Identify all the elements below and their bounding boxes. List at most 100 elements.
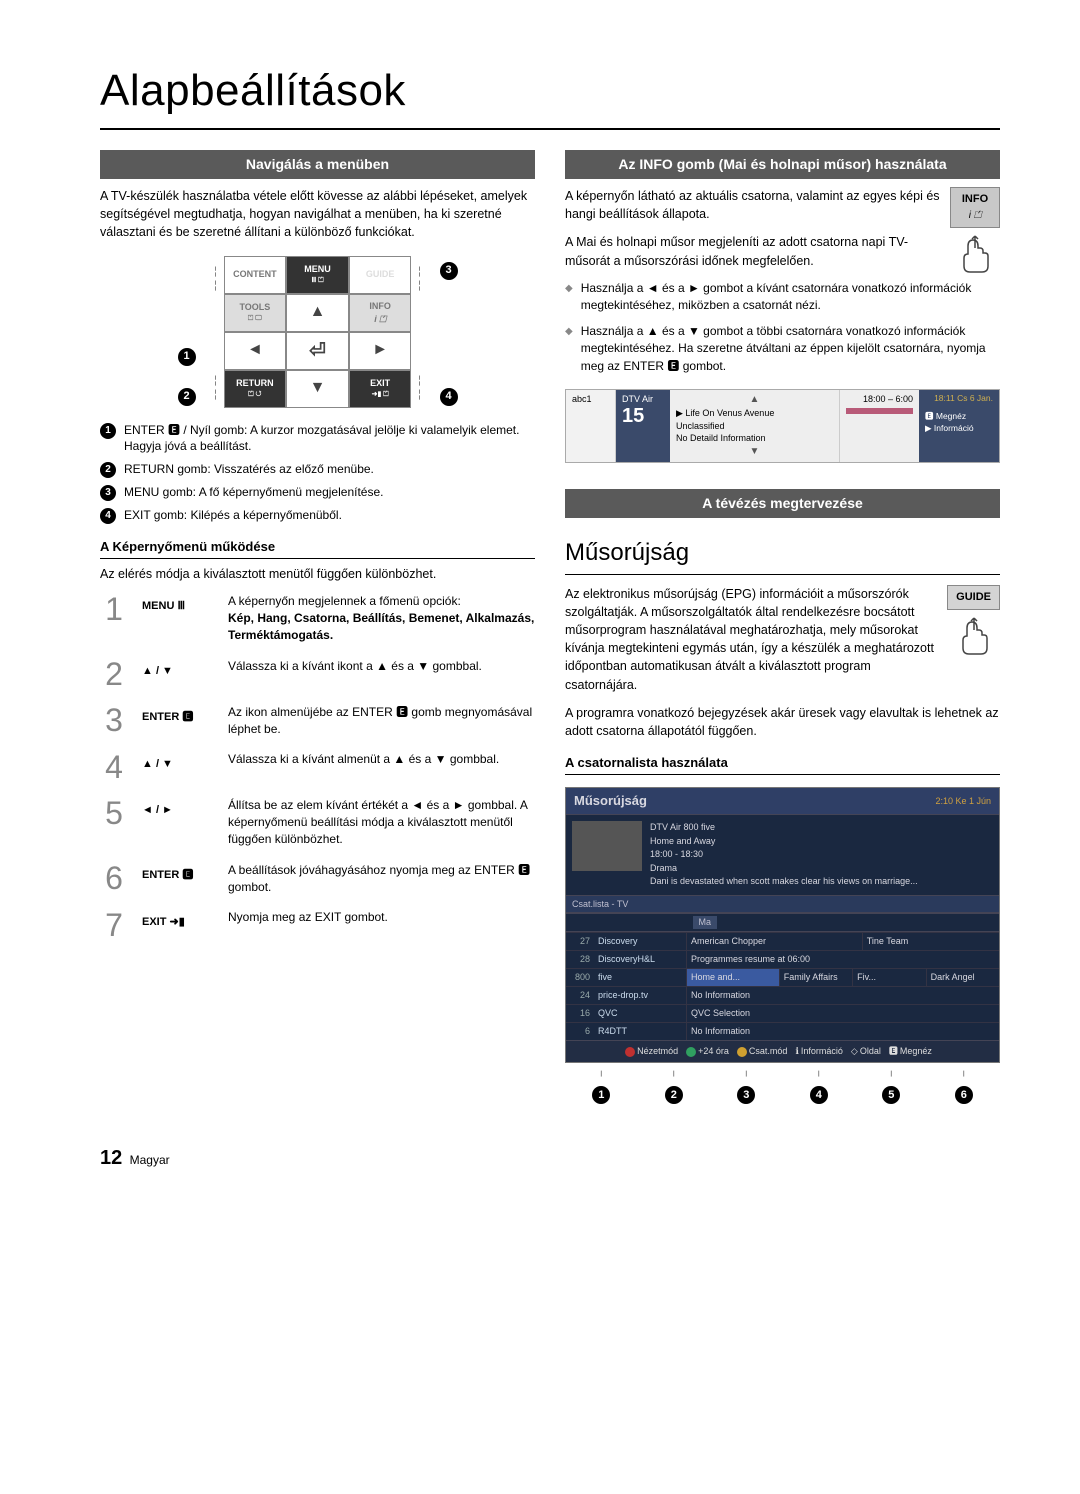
epg-channel-row: 6R4DTT	[566, 1022, 686, 1040]
step-number: 4	[100, 751, 128, 783]
step-row: 1 MENU Ⅲ A képernyőn megjelennek a főmenü …	[100, 593, 535, 643]
hand-icon-2	[949, 614, 999, 658]
callout-3: 3	[440, 262, 458, 280]
strip-right: 18:11 Cs 6 Jan. 🅴 Megnéz ▶ Információ	[919, 390, 999, 462]
step-desc: Állítsa be az elem kívánt értékét a ◄ és…	[228, 797, 535, 847]
legend-num-2: 2	[100, 462, 116, 478]
tri-down-icon: ▼	[676, 445, 833, 459]
step-row: 3ENTER 🅴Az ikon almenüjébe az ENTER 🅴 go…	[100, 704, 535, 738]
info-bullets: Használja a ◄ és a ► gombot a kívánt csa…	[565, 280, 1000, 375]
remote-guide: GUIDE	[349, 256, 412, 294]
title-rule	[100, 128, 1000, 130]
epg-time: 18:00 - 18:30	[650, 848, 993, 862]
epg-channel-col: 27Discovery28DiscoveryH&L800five24price-…	[566, 932, 686, 1040]
info-button-graphic: INFO i ⏍	[950, 187, 1000, 280]
guide-rule	[565, 574, 1000, 575]
epg-title: Műsorújság	[574, 792, 647, 810]
epg-thumbnail	[572, 821, 642, 871]
step-row: 5 ◄ / ► Állítsa be az elem kívánt értékét …	[100, 797, 535, 847]
remote-left: ◄	[224, 332, 287, 370]
remote-return: RETURN⏍ ↺	[224, 370, 287, 408]
channel-list-rule	[565, 774, 1000, 775]
strip-timeslot: 18:00 – 6:00	[846, 393, 913, 406]
legend-num-1: 1	[100, 423, 116, 439]
legend-text-4: EXIT gomb: Kilépés a képernyőmenüből.	[124, 507, 342, 524]
step-desc: Válassza ki a kívánt almenüt a ▲ és a ▼ …	[228, 751, 535, 768]
strip-dtv: DTV Air	[622, 393, 664, 406]
epg-header: DTV Air 800 five Home and Away 18:00 - 1…	[566, 815, 999, 895]
strip-watch: Megnéz	[936, 411, 966, 421]
strip-time: 18:00 – 6:00	[839, 390, 919, 462]
strip-prog-name: Life On Venus Avenue	[685, 408, 774, 418]
step-key: ▲ / ▼	[142, 751, 214, 772]
step-number: 5	[100, 797, 128, 829]
legend-num-4: 4	[100, 508, 116, 524]
step-desc: Nyomja meg az EXIT gombot.	[228, 909, 535, 926]
callout-2: 2	[178, 388, 196, 406]
strip-abc: abc1	[566, 390, 616, 462]
step-key: ENTER 🅴	[142, 704, 214, 725]
info-btn-label: INFO	[962, 193, 988, 205]
remote-enter: ⏎	[286, 332, 349, 370]
right-column: Az INFO gomb (Mai és holnapi műsor) hasz…	[565, 150, 1000, 1105]
strip-progress	[846, 408, 913, 414]
epg-clock: 2:10 Ke 1 Jún	[935, 795, 991, 808]
epg-channel-row: 28DiscoveryH&L	[566, 950, 686, 968]
remote-legend: 1ENTER 🅴 / Nyíl gomb: A kurzor mozgatásá…	[100, 422, 535, 525]
channel-info-strip: abc1 DTV Air 15 ▲ ▶ Life On Venus Avenue…	[565, 389, 1000, 463]
epg-program-row: Programmes resume at 06:00	[686, 950, 999, 968]
page-title: Alapbeállítások	[100, 60, 1000, 122]
guide-p2: A programra vonatkozó bejegyzések akár ü…	[565, 704, 1000, 740]
remote-menu: MENUⅢ ⏍	[286, 256, 349, 294]
step-key: EXIT ➜▮	[142, 909, 214, 930]
epg-callout-4: 4	[810, 1086, 828, 1104]
remote-tools: TOOLS⏍ 🖵	[224, 294, 287, 332]
steps-table: 1 MENU Ⅲ A képernyőn megjelennek a főmenü …	[100, 593, 535, 941]
epg-program-row: No Information	[686, 986, 999, 1004]
info-p2: A Mai és holnapi műsor megjeleníti az ad…	[565, 233, 1000, 269]
osd-rule	[100, 558, 535, 559]
epg-tab: Csat.lista - TV	[566, 895, 999, 914]
step-key: ◄ / ►	[142, 797, 214, 818]
epg-channel-row: 24price-drop.tv	[566, 986, 686, 1004]
legend-num-3: 3	[100, 485, 116, 501]
strip-info: Információ	[934, 423, 974, 433]
epg-ch: DTV Air 800 five	[650, 821, 993, 835]
step-row: 7EXIT ➜▮Nyomja meg az EXIT gombot.	[100, 909, 535, 941]
epg-guide-box: Műsorújság 2:10 Ke 1 Jún DTV Air 800 fiv…	[565, 787, 1000, 1062]
remote-info: INFOi ⏍	[349, 294, 412, 332]
tri-up-icon: ▲	[676, 393, 833, 407]
strip-nodetail: No Detaild Information	[676, 432, 833, 445]
epg-callout-6: 6	[955, 1086, 973, 1104]
remote-diagram: ╎╎ CONTENT MENUⅢ ⏍ GUIDE ╎╎ TOOLS⏍ 🖵 ▲ I…	[208, 256, 428, 408]
epg-callout-3: 3	[737, 1086, 755, 1104]
guide-btn-box: GUIDE	[947, 585, 1000, 610]
nav-intro: A TV-készülék használatba vétele előtt k…	[100, 187, 535, 241]
epg-channel-row: 800five	[566, 968, 686, 986]
epg-channel-row: 27Discovery	[566, 932, 686, 950]
info-btn-sub: i ⏍	[969, 210, 982, 221]
step-desc: A beállítások jóváhagyásához nyomja meg …	[228, 862, 535, 896]
strip-prog: ▲ ▶ Life On Venus Avenue Unclassified No…	[670, 390, 839, 462]
remote-up: ▲	[286, 294, 349, 332]
epg-program-col: American ChopperTine TeamProgrammes resu…	[686, 932, 999, 1040]
remote-down: ▼	[286, 370, 349, 408]
epg-day-row: Ma	[566, 913, 999, 932]
step-key: MENU Ⅲ	[142, 593, 214, 614]
strip-clock: 18:11 Cs 6 Jan.	[925, 393, 993, 405]
epg-program-row: No Information	[686, 1022, 999, 1040]
epg-callout-1: 1	[592, 1086, 610, 1104]
step-desc: A képernyőn megjelennek a főmenü opciók:…	[228, 593, 535, 643]
epg-callouts: ╵1╵2╵3╵4╵5╵6	[565, 1071, 1000, 1105]
epg-desc: Dani is devastated when scott makes clea…	[650, 875, 993, 889]
info-p1: A képernyőn látható az aktuális csatorna…	[565, 187, 1000, 223]
epg-channel-row: 16QVC	[566, 1004, 686, 1022]
guide-heading: Műsorújság	[565, 536, 1000, 570]
osd-text: Az elérés módja a kiválasztott menütől f…	[100, 565, 535, 583]
epg-callout-5: 5	[882, 1086, 900, 1104]
section-bar-plan: A tévézés megtervezése	[565, 489, 1000, 519]
step-number: 2	[100, 658, 128, 690]
bullet-1: Használja a ◄ és a ► gombot a kívánt csa…	[581, 280, 1000, 315]
step-row: 2▲ / ▼Válassza ki a kívánt ikont a ▲ és …	[100, 658, 535, 690]
step-number: 1	[100, 593, 128, 625]
